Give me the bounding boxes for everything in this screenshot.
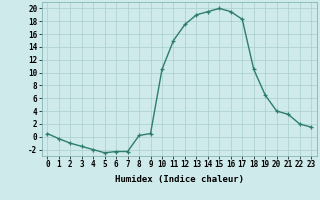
X-axis label: Humidex (Indice chaleur): Humidex (Indice chaleur) (115, 175, 244, 184)
